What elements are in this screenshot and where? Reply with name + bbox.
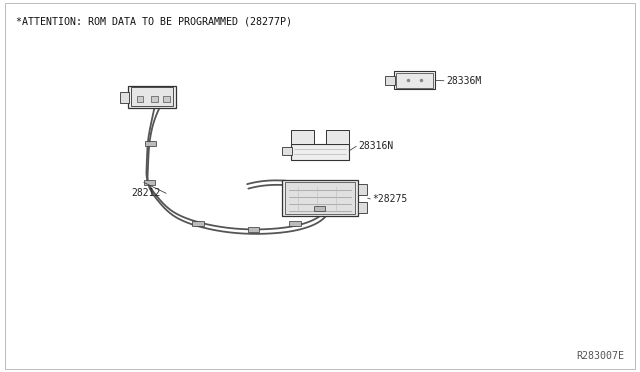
Bar: [131, 87, 173, 106]
Bar: [291, 130, 314, 144]
Bar: [192, 221, 204, 226]
Text: 28316N: 28316N: [358, 141, 394, 151]
Bar: [137, 96, 143, 102]
Bar: [289, 221, 301, 226]
Text: R283007E: R283007E: [576, 351, 624, 361]
Bar: [282, 180, 358, 216]
Bar: [282, 147, 292, 155]
Text: 28212: 28212: [131, 189, 161, 198]
Bar: [358, 184, 367, 195]
Bar: [314, 206, 325, 211]
Bar: [151, 96, 157, 102]
Bar: [128, 86, 176, 108]
Bar: [385, 76, 395, 85]
Bar: [358, 202, 367, 213]
Text: *28275: *28275: [372, 194, 408, 204]
Text: 28336M: 28336M: [446, 76, 481, 86]
Text: *ATTENTION: ROM DATA TO BE PROGRAMMED (28277P): *ATTENTION: ROM DATA TO BE PROGRAMMED (2…: [16, 17, 292, 27]
Bar: [143, 180, 155, 185]
Bar: [163, 96, 170, 102]
Bar: [248, 227, 259, 232]
Bar: [394, 71, 435, 89]
Bar: [145, 141, 156, 146]
Bar: [396, 73, 433, 88]
Bar: [291, 144, 349, 160]
Bar: [326, 130, 349, 144]
Bar: [120, 92, 129, 103]
Bar: [285, 182, 355, 214]
